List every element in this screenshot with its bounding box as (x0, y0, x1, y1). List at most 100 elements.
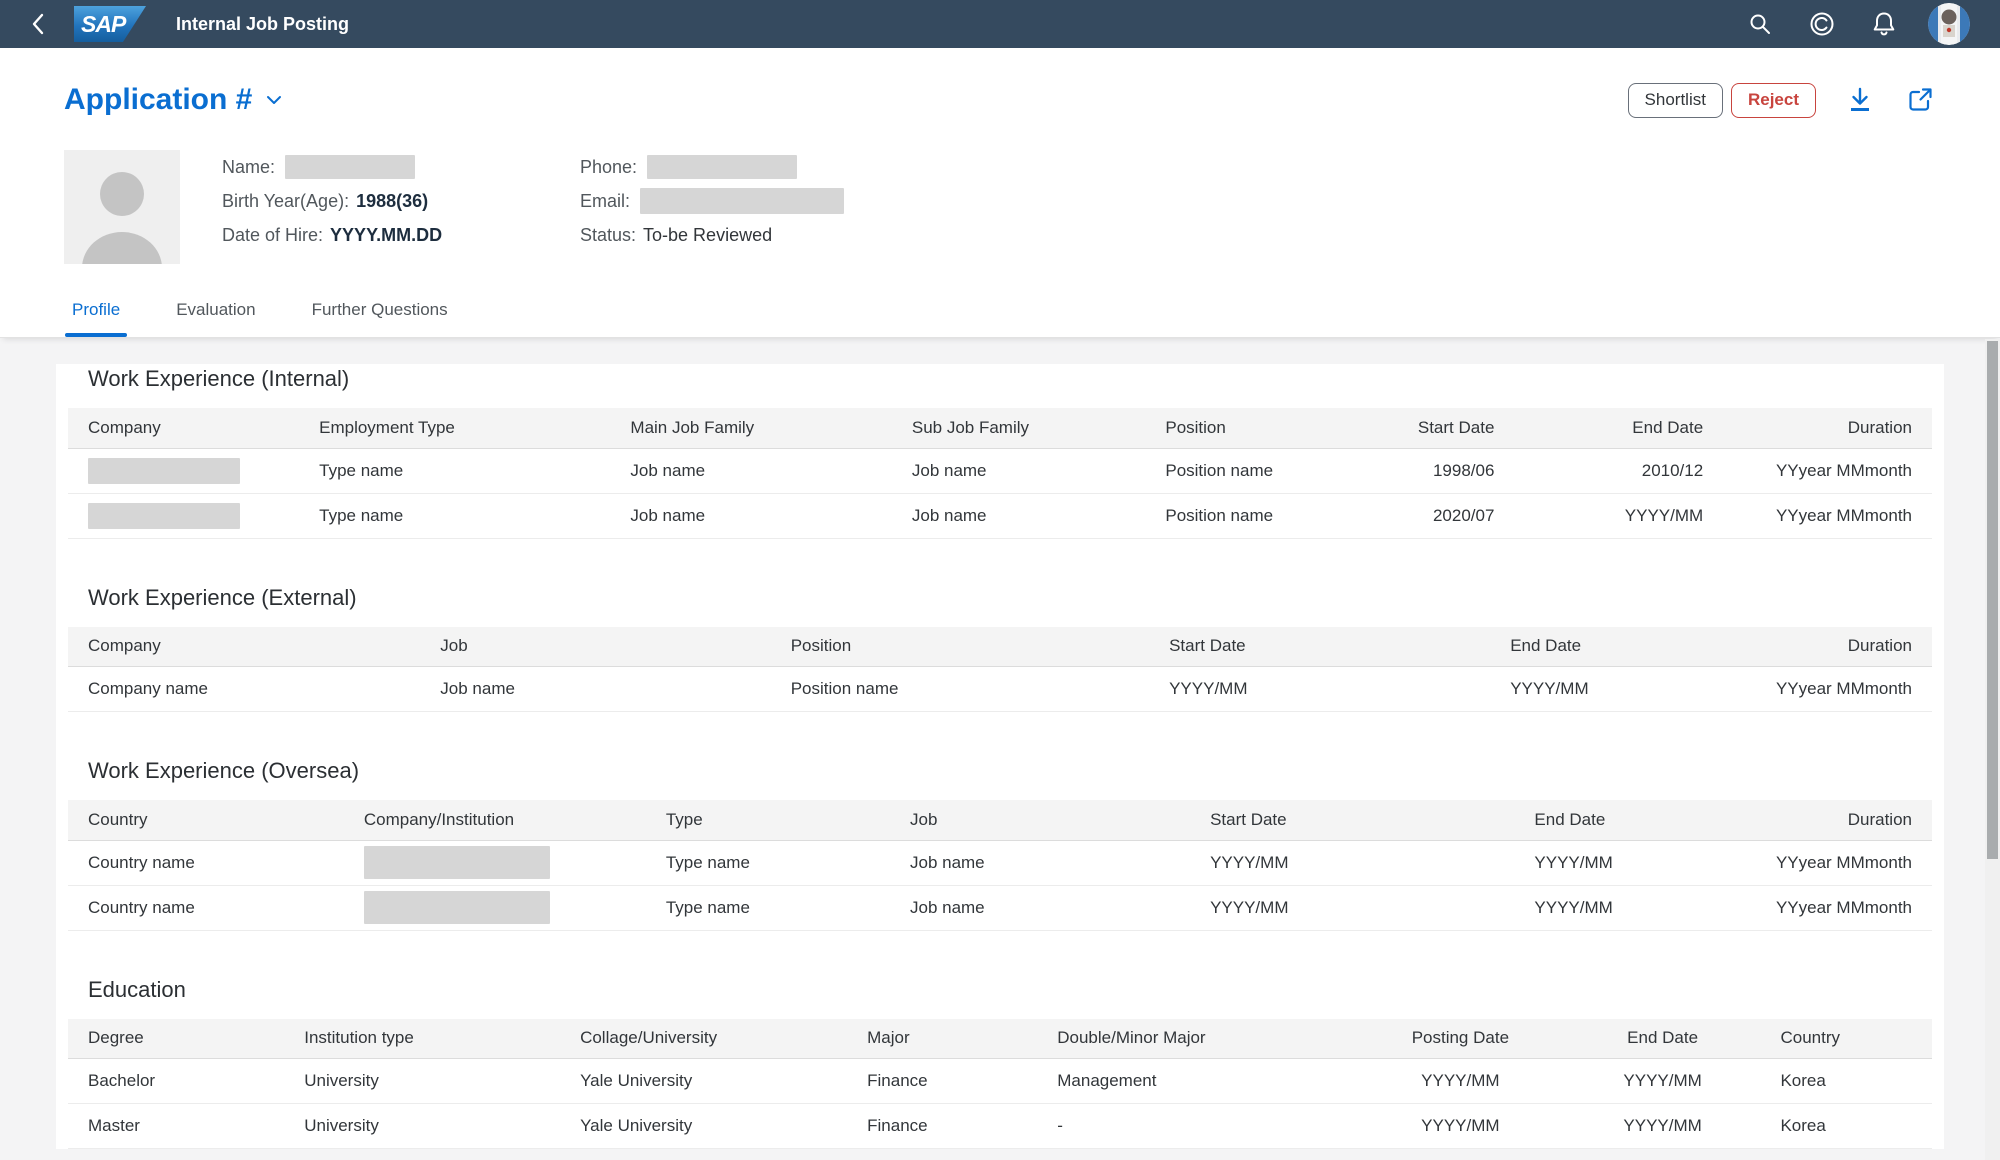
shell-bar: SAP Internal Job Posting (0, 0, 2000, 48)
table-cell: Bachelor (68, 1058, 285, 1104)
table-cell: Country name (68, 840, 344, 886)
column-header: Duration (1725, 800, 1932, 841)
applicant-info-left: Name: Birth Year(Age): 1988(36) Date of … (222, 150, 542, 252)
section-title: Education (88, 976, 186, 1002)
column-header: Degree (68, 1018, 285, 1059)
column-header: Start Date (1149, 626, 1491, 667)
tab-profile[interactable]: Profile (64, 300, 128, 337)
page-title: Application # (64, 83, 253, 116)
column-header: Institution type (284, 1018, 561, 1059)
email-label: Email: (580, 191, 631, 211)
sap-logo: SAP (74, 6, 146, 42)
reject-button[interactable]: Reject (1730, 82, 1816, 118)
table-cell: University (284, 1103, 561, 1149)
column-header: End Date (1514, 408, 1724, 449)
applicant-info-right: Phone: Email: Status: To-be Reviewed (580, 150, 1060, 252)
table-cell: Finance (847, 1103, 1038, 1149)
table-cell: Finance (847, 1058, 1038, 1104)
table-cell: 2010/12 (1514, 448, 1724, 494)
download-icon[interactable] (1844, 84, 1876, 116)
application-title-dropdown[interactable]: Application # (64, 80, 282, 120)
table-cell: Position name (1145, 448, 1388, 494)
table-cell: YYyear MMmonth (1725, 885, 1932, 931)
status-label: Status: (580, 225, 637, 245)
column-header: Collage/University (560, 1018, 848, 1059)
table-row: Bachelor University Yale University Finance… (68, 1058, 1932, 1104)
table-cell: Type name (299, 448, 611, 494)
user-avatar[interactable] (1928, 3, 1970, 45)
table-cell: YYYY/MM (1514, 840, 1726, 886)
table-cell-redacted (343, 885, 646, 931)
chevron-down-icon (266, 95, 282, 105)
table-cell: YYYY/MM (1514, 885, 1726, 931)
tab-evaluation[interactable]: Evaluation (174, 300, 257, 337)
date-of-hire-value: YYYY.MM.DD (330, 225, 443, 245)
redacted-value (88, 502, 240, 529)
table-row: Country name Type name Job name YYYY/MM YYYY… (68, 840, 1932, 886)
date-of-hire-label: Date of Hire: (222, 225, 324, 245)
table-row: Master University Yale University Finance - Y… (68, 1103, 1932, 1149)
redacted-value (363, 846, 550, 879)
redacted-email-value (640, 188, 845, 214)
section: Work Experience (External) Company Job Posi… (56, 583, 1944, 712)
applicant-summary: Name: Birth Year(Age): 1988(36) Date of … (64, 150, 1936, 264)
back-button[interactable] (18, 4, 58, 44)
copilot-icon[interactable] (1802, 4, 1842, 44)
column-header: Start Date (1387, 408, 1515, 449)
data-table: Degree Institution type Collage/University… (68, 1018, 1932, 1149)
table-cell: YYYY/MM (1190, 840, 1515, 886)
page-header: Application # Shortlist Reject (0, 48, 2000, 338)
notifications-bell-icon[interactable] (1864, 4, 1904, 44)
header-actions: Shortlist Reject (1627, 82, 1936, 118)
table-cell: Type name (645, 885, 890, 931)
birth-year-label: Birth Year(Age): (222, 191, 350, 211)
data-table: Company Job Position Start Date End Date Dura… (68, 626, 1932, 712)
table-row: Company name Job name Position name YYYY/MM… (68, 666, 1932, 712)
shortlist-button[interactable]: Shortlist (1627, 82, 1723, 118)
table-cell: - (1037, 1103, 1356, 1149)
column-header: Start Date (1190, 800, 1515, 841)
vertical-scrollbar[interactable] (1985, 339, 2000, 1160)
table-header-row: Company Employment Type Main Job Family Sub… (68, 408, 1932, 449)
share-export-icon[interactable] (1904, 84, 1936, 116)
section-title: Work Experience (Internal) (88, 366, 350, 391)
column-header: Position (1145, 408, 1388, 449)
table-cell: YYYY/MM (1564, 1058, 1761, 1104)
search-icon[interactable] (1740, 4, 1780, 44)
redacted-value (363, 891, 550, 924)
table-cell: YYyear MMmonth (1723, 448, 1932, 494)
table-row: Country name Type name Job name YYYY/MM YYYY… (68, 885, 1932, 931)
table-cell: Yale University (560, 1103, 848, 1149)
column-header: Type (645, 800, 890, 841)
column-header: Country (68, 800, 344, 841)
phone-label: Phone: (580, 157, 638, 177)
tab-further-questions[interactable]: Further Questions (310, 300, 450, 337)
table-cell: Job name (891, 493, 1146, 539)
table-cell: Job name (889, 840, 1191, 886)
table-cell: Master (68, 1103, 285, 1149)
section-title: Work Experience (External) (88, 584, 357, 610)
table-cell: Korea (1760, 1058, 1932, 1104)
status-value: To-be Reviewed (643, 225, 773, 245)
table-header-row: Company Job Position Start Date End Date Dura… (68, 626, 1932, 667)
table-cell: Yale University (560, 1058, 848, 1104)
column-header: Posting Date (1355, 1018, 1565, 1059)
table-cell: Type name (299, 493, 611, 539)
chevron-left-icon (30, 12, 46, 36)
table-cell: Job name (610, 493, 892, 539)
table-cell: Korea (1760, 1103, 1932, 1149)
redacted-value (88, 457, 240, 484)
birth-year-field: Birth Year(Age): 1988(36) (222, 184, 542, 218)
email-field: Email: (580, 184, 1060, 218)
data-table: Country Company/Institution Type Job Start D… (68, 800, 1932, 931)
tab-strip: Profile Evaluation Further Questions (64, 300, 1936, 337)
scrollbar-thumb[interactable] (1987, 341, 1998, 859)
column-header: Company (68, 626, 421, 667)
content-area: Work Experience (Internal) Company Employm… (0, 338, 2000, 1160)
title-row: Application # Shortlist Reject (64, 80, 1936, 120)
table-cell: Job name (420, 666, 771, 712)
redacted-name-value (285, 155, 416, 179)
column-header: Main Job Family (610, 408, 892, 449)
table-cell: 1998/06 (1387, 448, 1515, 494)
